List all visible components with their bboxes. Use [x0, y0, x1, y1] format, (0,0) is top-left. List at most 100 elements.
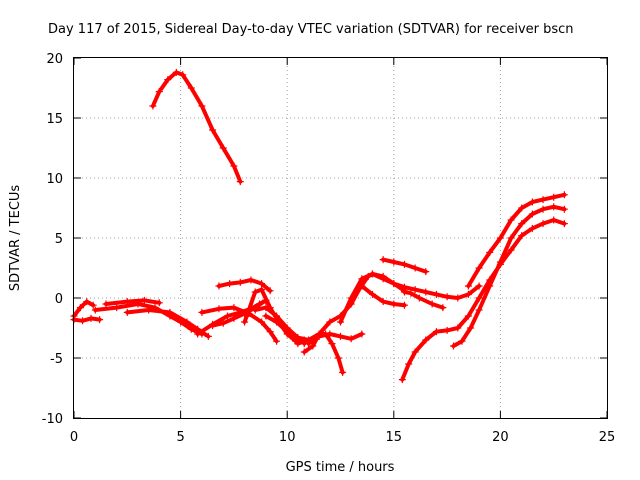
x-tick-label: 25	[599, 430, 616, 445]
data-point	[507, 234, 515, 242]
series-line	[104, 298, 162, 306]
data-point	[475, 264, 483, 272]
data-point	[294, 340, 302, 348]
x-tick-label: 20	[492, 430, 509, 445]
y-tick-label: 20	[46, 52, 63, 67]
data-point	[251, 306, 259, 314]
series-line	[72, 316, 102, 323]
series-arc-18	[368, 270, 483, 302]
series-arc-21	[400, 288, 447, 312]
data-point	[113, 304, 121, 312]
y-tick-label: 5	[55, 232, 63, 247]
data-point	[560, 205, 568, 213]
data-point	[539, 220, 547, 228]
series-line	[72, 299, 96, 318]
data-point	[123, 308, 131, 316]
data-point	[266, 328, 274, 336]
data-point	[294, 334, 302, 342]
data-point	[432, 328, 440, 336]
data-point	[443, 326, 451, 334]
data-point	[486, 248, 494, 256]
grid	[74, 58, 607, 418]
data-point	[334, 354, 342, 362]
x-tick-label: 0	[70, 430, 78, 445]
data-point	[518, 204, 526, 212]
data-point	[379, 256, 387, 264]
data-point	[204, 332, 212, 340]
data-point	[326, 318, 334, 326]
data-point	[467, 324, 475, 332]
data-point	[449, 342, 457, 350]
data-point	[187, 84, 195, 92]
data-point	[241, 318, 249, 326]
data-point	[475, 306, 483, 314]
data-point	[539, 196, 547, 204]
data-point	[266, 287, 274, 295]
data-point	[458, 337, 466, 345]
data-point	[507, 216, 515, 224]
data-point	[215, 282, 223, 290]
data-point	[209, 126, 217, 134]
tick-labels: 0 5 10 15 20 25 -10 -5 0 5 10 15 20	[42, 52, 616, 445]
data-point	[91, 306, 99, 314]
data-point	[328, 340, 336, 348]
data-point	[149, 102, 157, 110]
data-point	[337, 318, 344, 326]
y-axis-title: SDTVAR / TECUs	[8, 185, 23, 292]
data-point	[179, 71, 187, 79]
data-point	[258, 280, 266, 288]
data-point	[398, 376, 406, 384]
data-point	[411, 286, 419, 294]
data-point	[415, 294, 423, 302]
data-point	[496, 234, 504, 242]
data-point	[379, 298, 387, 306]
data-point	[102, 300, 110, 308]
data-point	[123, 298, 131, 306]
data-point	[518, 232, 526, 240]
data-point	[560, 220, 568, 228]
data-point	[454, 324, 462, 332]
data-point	[273, 318, 281, 326]
y-tick-label: 10	[46, 172, 63, 187]
data-point	[400, 260, 408, 268]
plot-frame	[73, 57, 608, 419]
series-arc-24	[464, 191, 568, 290]
data-point	[145, 306, 153, 314]
data-point	[347, 294, 355, 302]
series-arc-20	[379, 256, 430, 276]
data-point	[347, 335, 355, 343]
series-arc-22	[398, 216, 568, 384]
data-point	[550, 203, 558, 211]
data-point	[390, 258, 398, 266]
data-point	[251, 288, 259, 296]
data-point	[155, 299, 163, 307]
data-point	[400, 301, 408, 309]
series-line	[306, 332, 364, 346]
data-point	[226, 280, 234, 288]
data-point	[219, 144, 227, 152]
data-point	[215, 305, 223, 313]
series-line	[125, 308, 211, 339]
data-point	[368, 270, 376, 278]
data-point	[400, 288, 408, 296]
data-point	[155, 88, 163, 96]
data-point	[550, 216, 558, 224]
data-point	[464, 290, 472, 298]
data-point	[550, 193, 558, 201]
data-point	[79, 317, 87, 325]
data-point	[496, 258, 504, 266]
series-arc-1	[70, 298, 97, 320]
data-point	[464, 312, 472, 320]
data-point	[326, 330, 334, 338]
series-arc-6	[149, 68, 244, 186]
data-point	[411, 348, 419, 356]
data-point	[358, 275, 366, 283]
data-point	[283, 328, 291, 336]
series-arc-13	[262, 312, 313, 344]
data-point	[262, 304, 270, 312]
series-arc-16	[305, 330, 366, 348]
series-arc-10	[215, 276, 274, 295]
y-tick-label: 0	[55, 292, 63, 307]
data-point	[422, 336, 430, 344]
